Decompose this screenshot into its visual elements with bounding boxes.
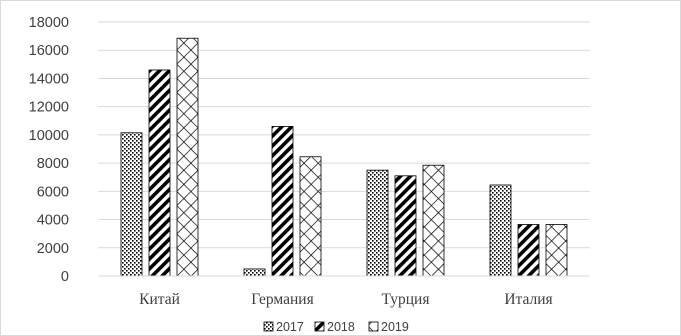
x-category-label: Германия — [251, 291, 313, 308]
bar-2017-1 — [243, 268, 266, 277]
legend-swatch-2017 — [263, 321, 274, 332]
bar-2018-0 — [148, 69, 171, 277]
legend-swatch-2019 — [368, 321, 379, 332]
y-tick-label: 18000 — [29, 15, 69, 31]
bar-2018-2 — [394, 175, 417, 277]
y-tick-label: 4000 — [37, 213, 69, 229]
y-tick-label: 10000 — [29, 128, 69, 144]
bar-2018-1 — [271, 126, 294, 277]
y-tick-label: 16000 — [29, 43, 69, 59]
y-tick-label: 2000 — [37, 241, 69, 257]
bar-2019-0 — [176, 37, 199, 277]
y-tick-label: 12000 — [29, 100, 69, 116]
y-tick-label: 6000 — [37, 184, 69, 200]
bar-2017-2 — [366, 169, 389, 277]
legend-label-2017: 2017 — [276, 320, 304, 334]
bar-2019-3 — [545, 224, 568, 277]
y-tick-label: 8000 — [37, 156, 69, 172]
y-tick-label: 0 — [61, 269, 69, 285]
legend-label-2019: 2019 — [381, 320, 409, 334]
legend-swatch-2018 — [314, 321, 325, 332]
x-category-label: Турция — [382, 291, 430, 308]
x-category-label: Италия — [504, 291, 552, 308]
y-tick-label: 14000 — [29, 71, 69, 87]
legend: 2017 2018 2019 — [263, 320, 409, 334]
bar-2019-1 — [299, 156, 322, 277]
x-category-label: Китай — [139, 291, 180, 308]
bar-2019-2 — [422, 164, 445, 277]
x-axis: Китай Германия Турция Италия — [98, 275, 590, 308]
legend-label-2018: 2018 — [327, 320, 355, 334]
y-axis-tick-labels: 0 2000 4000 6000 8000 10000 12000 14000 16000 180… — [29, 15, 69, 285]
bar-2017-3 — [489, 184, 512, 277]
bar-2018-3 — [517, 224, 540, 277]
bar-2017-0 — [120, 132, 143, 277]
